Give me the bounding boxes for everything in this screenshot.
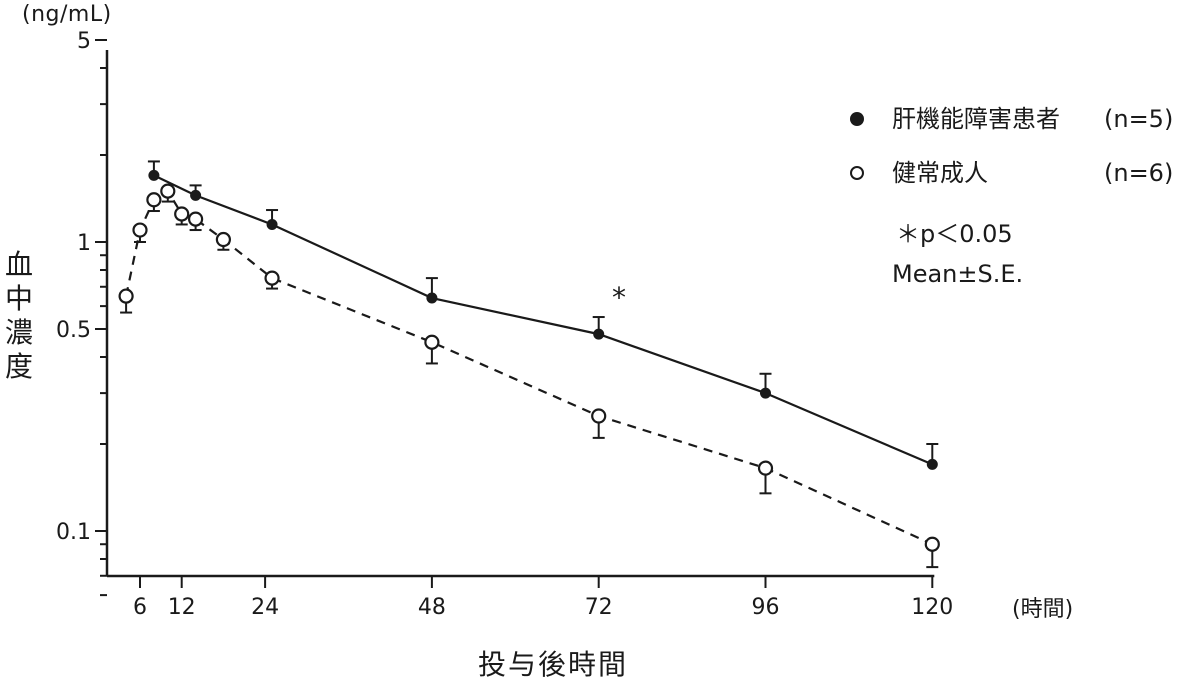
point-healthy xyxy=(132,222,148,238)
x-tick-label: 24 xyxy=(251,595,279,620)
error-bars xyxy=(120,160,939,569)
series-line-healthy xyxy=(125,189,933,546)
y-axis-unit: (ng/mL) xyxy=(22,2,112,27)
y-tick-label: 0.1 xyxy=(56,520,91,545)
x-tick-label: 72 xyxy=(585,595,613,620)
data-points xyxy=(118,169,940,552)
axes xyxy=(105,50,935,578)
legend-n: (n=5) xyxy=(1104,105,1174,133)
x-tick-label: 12 xyxy=(168,595,196,620)
x-tick-label: 6 xyxy=(133,595,147,620)
stat-note: Mean±S.E. xyxy=(892,260,1024,288)
point-healthy xyxy=(215,231,231,248)
legend-n: (n=6) xyxy=(1104,159,1174,187)
point-healthy xyxy=(591,408,607,424)
y-tick-label: 5 xyxy=(77,29,91,54)
series-lines xyxy=(125,174,933,546)
x-ticks: 6 12 24 48 72 96 120 xyxy=(133,576,953,620)
x-axis-label: 投与後時間 xyxy=(478,648,629,681)
y-tick-label: 1 xyxy=(77,231,91,256)
significance-note: ＊p＜0.05 xyxy=(896,220,1013,248)
legend-label: 肝機能障害患者 xyxy=(892,105,1060,133)
point-patients xyxy=(926,458,938,470)
x-tick-label: 120 xyxy=(911,595,953,620)
point-patients xyxy=(426,292,438,304)
filled-circle-icon xyxy=(850,112,864,126)
point-healthy xyxy=(188,211,204,227)
point-patients xyxy=(190,189,202,201)
x-axis-unit: (時間) xyxy=(1012,597,1074,622)
point-patients xyxy=(148,169,160,181)
x-tick-label: 48 xyxy=(418,595,446,620)
point-healthy xyxy=(118,288,134,304)
point-healthy xyxy=(146,192,162,208)
point-healthy xyxy=(757,460,774,476)
y-ticks: 0.1 0.5 1 5 xyxy=(56,29,107,597)
point-patients xyxy=(593,328,605,340)
point-healthy xyxy=(160,183,176,199)
y-axis-label: 血中濃度 xyxy=(4,248,33,383)
point-healthy xyxy=(424,334,440,350)
point-healthy xyxy=(264,270,280,286)
point-patients xyxy=(760,387,771,399)
legend-label: 健常成人 xyxy=(892,159,988,187)
point-healthy xyxy=(924,536,940,552)
y-tick-label: 0.5 xyxy=(56,318,91,343)
point-healthy xyxy=(174,206,190,222)
x-tick-label: 96 xyxy=(752,595,780,620)
point-patients xyxy=(266,218,278,230)
series-line-patients xyxy=(153,174,933,466)
open-circle-icon xyxy=(850,166,864,180)
significance-asterisk: * xyxy=(612,281,626,314)
